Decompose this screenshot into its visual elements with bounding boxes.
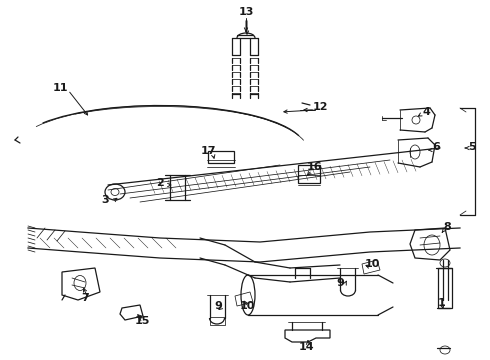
Text: 12: 12 [312, 102, 328, 112]
Bar [208, 151, 234, 163]
Text: 5: 5 [468, 142, 476, 152]
Text: 9: 9 [214, 301, 222, 311]
Text: 7: 7 [81, 293, 89, 303]
Text: 16: 16 [307, 162, 323, 172]
Text: 17: 17 [200, 146, 216, 156]
Text: 14: 14 [299, 342, 315, 352]
Text: 8: 8 [443, 222, 451, 232]
Text: 2: 2 [156, 178, 164, 188]
Text: 15: 15 [134, 316, 149, 326]
Text: 11: 11 [52, 83, 68, 93]
Bar [210, 317, 225, 325]
Text: 6: 6 [432, 142, 440, 152]
Text: 4: 4 [422, 107, 430, 117]
Text: 3: 3 [101, 195, 109, 205]
Bar [298, 165, 320, 183]
Text: 10: 10 [364, 259, 380, 269]
Text: 1: 1 [438, 298, 446, 308]
Bar [438, 268, 452, 308]
Text: 13: 13 [238, 7, 254, 17]
Text: 9: 9 [336, 278, 344, 288]
Text: 10: 10 [239, 301, 255, 311]
